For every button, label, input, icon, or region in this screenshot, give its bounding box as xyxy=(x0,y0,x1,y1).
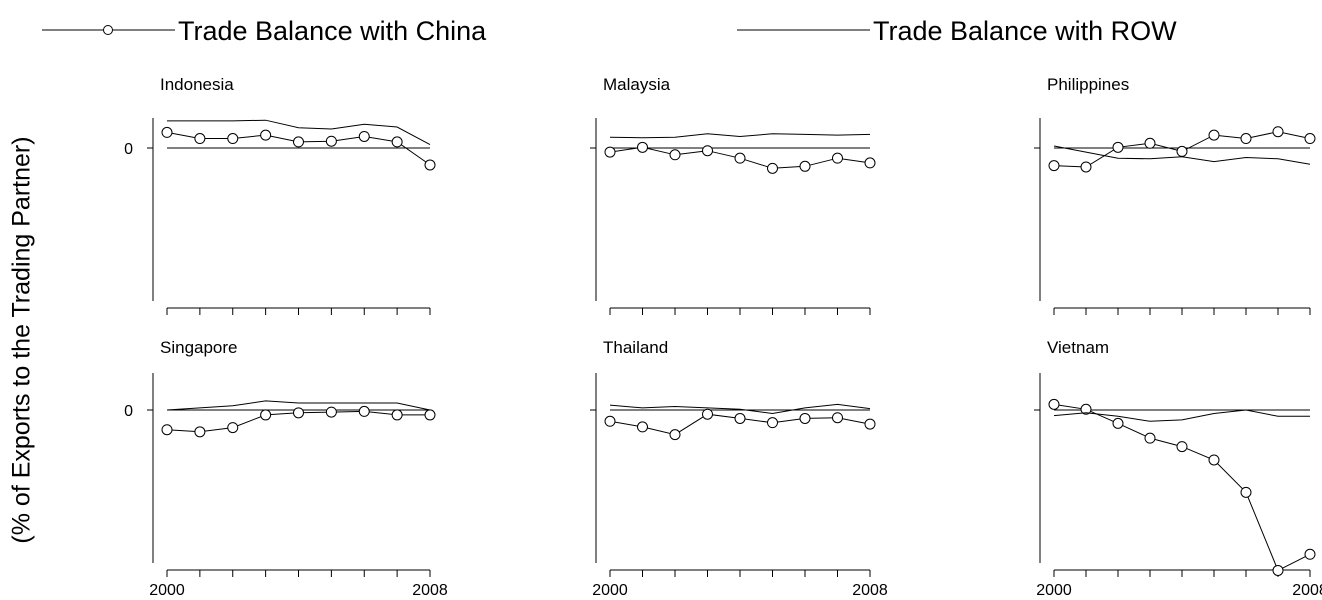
data-point-china-2008-thailand xyxy=(864,418,876,430)
panel-title-indonesia: Indonesia xyxy=(160,75,234,94)
data-point-china-2004-vietnam xyxy=(1176,441,1188,453)
data-point-china-2003-vietnam xyxy=(1144,432,1156,444)
panel-thailand: Thailand 2000 2008 xyxy=(590,338,888,599)
series-line-row-philippines xyxy=(1053,145,1311,165)
data-point-china-2004-singapore xyxy=(293,407,304,419)
data-point-china-2002-philippines xyxy=(1112,141,1124,153)
data-point-china-2001-thailand xyxy=(637,421,648,433)
legend-swatch-row xyxy=(737,29,870,31)
series-line-row-indonesia xyxy=(167,119,431,146)
data-point-china-2006-thailand xyxy=(799,412,811,424)
data-point-china-2001-singapore xyxy=(194,426,206,438)
data-point-china-2002-singapore xyxy=(227,422,239,434)
data-point-china-2008-philippines xyxy=(1304,133,1316,145)
data-point-china-2007-malaysia xyxy=(832,152,843,164)
panel-indonesia: Indonesia 0 xyxy=(124,75,436,315)
y-tick-label-singapore: 0 xyxy=(124,403,133,420)
data-point-china-2008-indonesia xyxy=(424,159,436,171)
data-point-china-2005-singapore xyxy=(325,406,337,418)
data-point-china-2005-vietnam xyxy=(1208,454,1220,466)
data-point-china-2004-malaysia xyxy=(734,152,746,164)
x-tick-label-first-singapore: 2000 xyxy=(149,582,185,599)
data-point-china-2006-philippines xyxy=(1240,133,1252,145)
panel-vietnam: Vietnam 2000 2008 xyxy=(1034,338,1322,599)
data-point-china-2002-thailand xyxy=(669,429,681,441)
data-point-china-2003-indonesia xyxy=(260,129,272,141)
series-line-row-singapore xyxy=(166,400,431,411)
series-line-row-vietnam xyxy=(1053,409,1310,422)
data-point-china-2001-philippines xyxy=(1080,161,1092,173)
series-line-row-malaysia xyxy=(609,133,871,139)
data-point-china-2006-vietnam xyxy=(1240,486,1252,498)
x-tick-label-last-vietnam: 2008 xyxy=(1292,582,1322,599)
data-point-china-2007-indonesia xyxy=(391,136,403,148)
data-point-china-2004-philippines xyxy=(1176,145,1188,157)
data-point-china-2002-malaysia xyxy=(669,149,681,161)
data-point-china-2000-singapore xyxy=(161,424,173,436)
panel-title-vietnam: Vietnam xyxy=(1047,338,1109,357)
legend-swatch-china xyxy=(42,25,175,35)
panel-title-malaysia: Malaysia xyxy=(603,75,671,94)
series-line-row-thailand xyxy=(609,403,871,415)
data-point-china-2006-singapore xyxy=(358,405,370,417)
data-point-china-2001-indonesia xyxy=(194,133,206,145)
data-point-china-2006-indonesia xyxy=(358,130,370,142)
data-point-china-2000-vietnam xyxy=(1048,398,1060,410)
data-point-china-2003-philippines xyxy=(1144,137,1156,149)
data-point-china-2007-vietnam xyxy=(1272,564,1284,576)
data-point-china-2002-indonesia xyxy=(227,133,239,145)
legend-label-row: Trade Balance with ROW xyxy=(873,16,1177,46)
x-tick-label-first-thailand: 2000 xyxy=(592,582,628,599)
data-point-china-2006-malaysia xyxy=(799,160,811,172)
panel-title-thailand: Thailand xyxy=(603,338,668,357)
x-tick-label-last-singapore: 2008 xyxy=(412,582,448,599)
panel-singapore: Singapore 0 2000 2008 xyxy=(124,338,448,599)
data-point-china-2001-vietnam xyxy=(1080,403,1092,415)
data-point-china-2004-indonesia xyxy=(293,136,304,148)
data-point-china-2008-malaysia xyxy=(864,157,876,169)
x-tick-label-first-vietnam: 2000 xyxy=(1036,582,1072,599)
data-point-china-2005-indonesia xyxy=(325,135,337,147)
data-point-china-2001-malaysia xyxy=(637,141,648,153)
data-point-china-2008-singapore xyxy=(424,409,436,421)
series-line-china-vietnam xyxy=(1053,403,1311,572)
data-point-china-2007-thailand xyxy=(832,412,843,424)
data-point-china-2002-vietnam xyxy=(1112,417,1124,429)
data-point-china-2008-vietnam xyxy=(1304,548,1316,560)
data-point-china-2005-thailand xyxy=(767,417,778,429)
data-point-china-2000-philippines xyxy=(1048,160,1060,172)
panel-title-singapore: Singapore xyxy=(160,338,238,357)
data-point-china-2003-thailand xyxy=(702,408,713,420)
data-point-china-2003-singapore xyxy=(260,409,272,421)
data-point-china-2000-indonesia xyxy=(161,126,173,138)
panel-philippines: Philippines xyxy=(1034,75,1316,315)
panel-malaysia: Malaysia xyxy=(590,75,876,315)
data-point-china-2005-philippines xyxy=(1208,129,1220,141)
data-point-china-2003-malaysia xyxy=(702,145,713,157)
data-point-china-2007-philippines xyxy=(1272,126,1284,138)
y-tick-label-indonesia: 0 xyxy=(124,141,133,158)
data-point-china-2004-thailand xyxy=(734,412,746,424)
data-point-china-2005-malaysia xyxy=(767,162,778,174)
x-tick-label-last-thailand: 2008 xyxy=(852,582,888,599)
data-point-china-2000-thailand xyxy=(604,415,616,427)
data-point-china-2000-malaysia xyxy=(604,146,616,158)
data-point-china-2007-singapore xyxy=(391,409,403,421)
panel-title-philippines: Philippines xyxy=(1047,75,1129,94)
legend: Trade Balance with China Trade Balance w… xyxy=(0,10,1322,50)
legend-label-china: Trade Balance with China xyxy=(178,16,487,46)
